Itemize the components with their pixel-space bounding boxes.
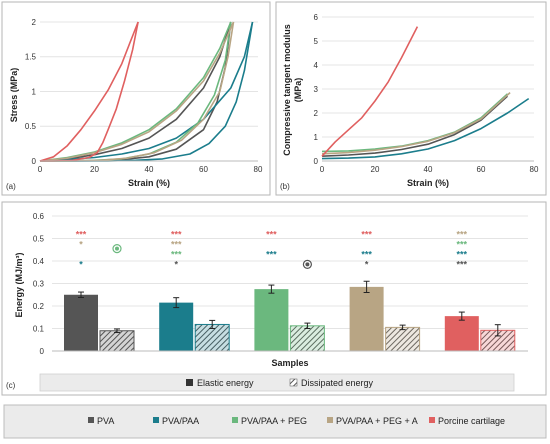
b-curve-pva-paa-peg xyxy=(321,93,509,153)
c-dissipated-significance-dot xyxy=(305,262,310,267)
b-ytick-label: 1 xyxy=(314,133,319,142)
a-xlabel: Strain (%) xyxy=(128,178,170,188)
legend-swatch-pva-paa-peg-a xyxy=(327,417,333,423)
c-significance-marker: *** xyxy=(266,229,277,239)
c-bar-tint-pva-paa-peg xyxy=(290,325,325,351)
panel-a-frame xyxy=(1,1,271,196)
b-ytick-label: 5 xyxy=(314,37,319,46)
legend-label-porcine-cartilage: Porcine cartilage xyxy=(438,416,505,426)
c-bar-pva-paa-elastic xyxy=(159,302,194,351)
c-bar-pva-paa-peg-a-elastic xyxy=(349,286,384,351)
a-xtick-label: 20 xyxy=(90,165,99,174)
b-curve-porcine-cartilage xyxy=(321,26,419,157)
b-xtick-label: 40 xyxy=(424,165,433,174)
c-ytick-label: 0.6 xyxy=(33,212,45,221)
legend-label-pva: PVA xyxy=(97,416,114,426)
b-curve-pva-paa xyxy=(321,97,530,160)
b-ylabel-line1: Compressive tangent modulus xyxy=(282,24,292,156)
c-xlabel: Samples xyxy=(271,358,308,368)
c-significance-marker: *** xyxy=(361,229,372,239)
b-ylabel-line2: (MPa) xyxy=(293,78,303,103)
b-xtick-label: 60 xyxy=(477,165,486,174)
c-dissipated-significance-dot xyxy=(115,246,119,251)
legend-frame xyxy=(3,404,547,439)
c-ytick-label: 0.4 xyxy=(33,257,45,266)
c-ytick-label: 0.1 xyxy=(33,325,45,334)
legend-label-pva-paa-peg: PVA/PAA + PEG xyxy=(241,416,307,426)
c-bar-tint-porcine-cartilage xyxy=(480,330,515,351)
c-ytick-label: 0 xyxy=(40,347,45,356)
c-ytick-label: 0.2 xyxy=(33,302,45,311)
b-ytick-label: 4 xyxy=(314,61,319,70)
c-bar-pva-paa-peg-dissipated xyxy=(289,325,325,352)
c-ytick-label: 0.3 xyxy=(33,280,45,289)
legend-swatch-pva-paa xyxy=(153,417,159,423)
c-legend-dissipated: Dissipated energy xyxy=(301,378,374,388)
c-bar-pva-elastic xyxy=(64,294,98,351)
c-bar-pva-paa-peg-elastic xyxy=(254,289,289,351)
b-xlabel: Strain (%) xyxy=(407,178,449,188)
c-bar-tint-pva xyxy=(100,330,134,351)
c-significance-marker: * xyxy=(174,259,178,269)
c-significance-marker: *** xyxy=(457,259,468,269)
b-xtick-label: 0 xyxy=(320,165,325,174)
c-significance-marker: *** xyxy=(361,249,372,259)
c-legend-elastic: Elastic energy xyxy=(197,378,254,388)
legend-swatch-pva-paa-peg xyxy=(232,417,238,423)
b-curve-pva xyxy=(321,95,509,157)
c-significance-marker: *** xyxy=(76,229,87,239)
c-panel-label: (c) xyxy=(6,381,16,390)
c-significance-marker: * xyxy=(79,239,83,249)
c-bar-tint-pva-paa-peg-a xyxy=(385,327,420,351)
b-ytick-label: 3 xyxy=(314,85,319,94)
a-curve-pva-paa-peg-a xyxy=(39,21,235,162)
a-ytick-label: 0 xyxy=(32,157,37,166)
a-curve-pva xyxy=(39,21,232,162)
a-ytick-label: 1 xyxy=(32,87,37,96)
c-legend-box xyxy=(39,373,515,392)
b-ytick-label: 2 xyxy=(314,109,319,118)
a-ytick-label: 0.5 xyxy=(25,122,37,131)
panel-c-frame xyxy=(1,201,547,396)
panel-b-frame xyxy=(275,1,547,196)
a-ylabel: Stress (MPa) xyxy=(9,68,19,123)
panel-a-stress-strain: 0 20 40 60 80 0 0.5 1 1.5 2 Strain (%) Stress (M… xyxy=(6,18,263,191)
a-xtick-label: 80 xyxy=(254,165,263,174)
legend: PVA PVA/PAA PVA/PAA + PEG PVA/PAA + PEG + A… xyxy=(88,416,505,426)
c-significance-marker: *** xyxy=(457,249,468,259)
b-xtick-label: 80 xyxy=(530,165,539,174)
a-ytick-label: 1.5 xyxy=(25,53,37,62)
c-bar-porcine-cartilage-elastic xyxy=(444,316,479,351)
c-ylabel: Energy (MJ/m³) xyxy=(14,252,24,317)
c-significance-marker: *** xyxy=(171,239,182,249)
a-xtick-label: 0 xyxy=(38,165,43,174)
a-panel-label: (a) xyxy=(6,182,16,191)
c-significance-marker: *** xyxy=(457,239,468,249)
c-significance-marker: *** xyxy=(171,229,182,239)
c-significance-marker: *** xyxy=(457,229,468,239)
b-ytick-label: 0 xyxy=(314,157,319,166)
b-xtick-label: 20 xyxy=(371,165,380,174)
b-ytick-label: 6 xyxy=(314,13,319,22)
legend-swatch-pva xyxy=(88,417,94,423)
c-legend-swatch-dissipated xyxy=(289,378,298,387)
b-panel-label: (b) xyxy=(280,182,290,191)
c-significance-marker: *** xyxy=(171,249,182,259)
a-xtick-label: 60 xyxy=(199,165,208,174)
legend-swatch-porcine-cartilage xyxy=(429,417,435,423)
c-significance-marker: * xyxy=(79,259,83,269)
panel-b-tangent-modulus: 0 20 40 60 80 0 1 2 3 4 5 6 Strain (%) Compressive… xyxy=(280,13,539,191)
b-curve-pva-paa-peg-a xyxy=(321,92,511,155)
a-xtick-label: 40 xyxy=(145,165,154,174)
a-ytick-label: 2 xyxy=(32,18,37,27)
panel-c-energy-bars: ****************************************… xyxy=(6,212,528,392)
legend-label-pva-paa-peg-a: PVA/PAA + PEG + A xyxy=(336,416,418,426)
c-ytick-label: 0.5 xyxy=(33,235,45,244)
legend-label-pva-paa: PVA/PAA xyxy=(162,416,199,426)
a-curve-porcine-cartilage xyxy=(39,21,139,162)
c-significance-marker: *** xyxy=(266,249,277,259)
c-significance-marker: * xyxy=(365,259,369,269)
c-legend-swatch-elastic xyxy=(186,379,193,386)
